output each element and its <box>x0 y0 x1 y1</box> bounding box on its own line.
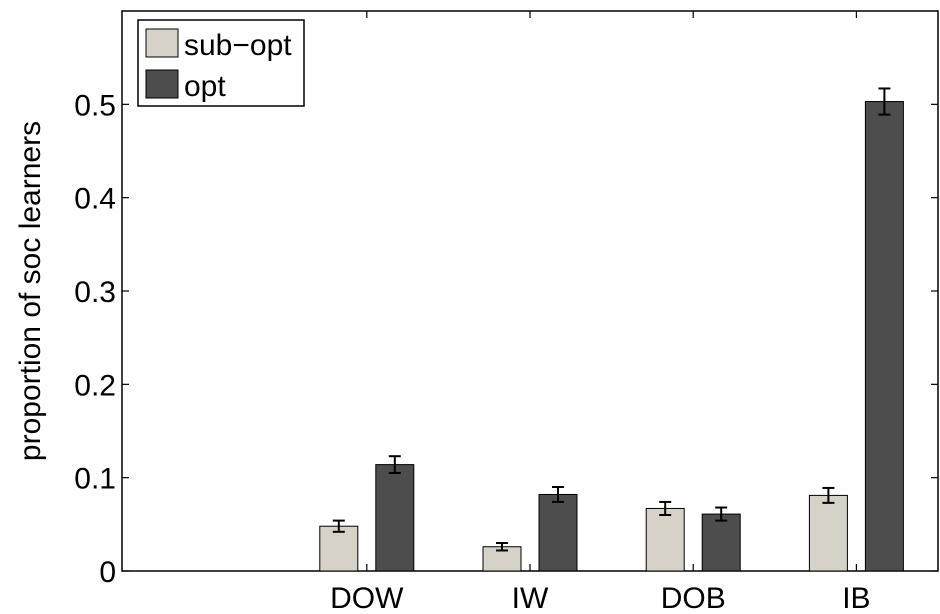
y-tick-label: 0.5 <box>74 89 116 122</box>
bar-opt <box>864 101 904 572</box>
bar-opt <box>701 513 741 572</box>
x-tick-label: DOW <box>330 582 404 614</box>
x-tick-label: IW <box>512 582 549 614</box>
y-tick-label: 0.1 <box>74 463 116 496</box>
bar-sub-opt <box>808 494 848 572</box>
bars-layer <box>319 87 904 572</box>
legend-label-sub-opt: sub−opt <box>184 29 292 62</box>
legend: sub−opt opt <box>137 19 305 107</box>
bar-sub-opt <box>319 525 359 572</box>
y-tick-label: 0.3 <box>74 276 116 309</box>
y-tick-label: 0 <box>99 556 116 589</box>
bar-opt <box>538 493 578 572</box>
legend-swatch-sub-opt <box>145 28 179 58</box>
legend-label-opt: opt <box>184 70 226 103</box>
x-tick-label: IB <box>842 582 870 614</box>
bar-sub-opt <box>645 507 685 572</box>
y-axis-label: proportion of soc learners <box>14 121 47 461</box>
legend-swatch-opt <box>145 69 179 99</box>
x-tick-label: DOB <box>661 582 726 614</box>
x-axis-ticks: DOW IW DOB IB <box>330 11 871 614</box>
y-axis-ticks: 0 0.1 0.2 0.3 0.4 0.5 <box>74 89 938 589</box>
y-tick-label: 0.4 <box>74 183 116 216</box>
y-tick-label: 0.2 <box>74 369 116 402</box>
bar-opt <box>375 464 415 572</box>
